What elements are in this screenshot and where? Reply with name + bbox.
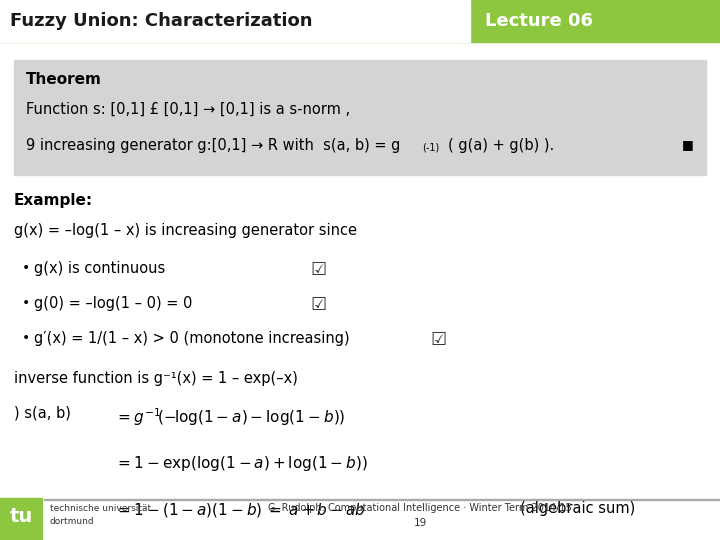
Text: Theorem: Theorem — [26, 72, 102, 87]
Text: g′(x) = 1/(1 – x) > 0 (monotone increasing): g′(x) = 1/(1 – x) > 0 (monotone increasi… — [34, 331, 350, 346]
Text: ☑: ☑ — [310, 261, 326, 279]
Text: ☑: ☑ — [310, 296, 326, 314]
Bar — [0, 0, 470, 42]
Text: technische universität
dortmund: technische universität dortmund — [50, 504, 151, 525]
Text: Function s: [0,1] £ [0,1] → [0,1] is a s-norm ,: Function s: [0,1] £ [0,1] → [0,1] is a s… — [26, 102, 350, 117]
Text: $= 1 - \exp\!\left(\log(1-a) + \log(1-b)\right)$: $= 1 - \exp\!\left(\log(1-a) + \log(1-b)… — [115, 454, 368, 473]
Text: inverse function is g⁻¹(x) = 1 – exp(–x): inverse function is g⁻¹(x) = 1 – exp(–x) — [14, 371, 298, 386]
Bar — [14, 60, 706, 175]
Bar — [0, 0, 720, 42]
Text: $= g^{-1}\!\left(-\!\log(1-a) - \log(1-b)\right)$: $= g^{-1}\!\left(-\!\log(1-a) - \log(1-b… — [115, 406, 346, 428]
Bar — [44, 499, 720, 500]
Text: (algebraic sum): (algebraic sum) — [520, 501, 635, 516]
Text: Example:: Example: — [14, 193, 93, 208]
Text: g(x) = –log(1 – x) is increasing generator since: g(x) = –log(1 – x) is increasing generat… — [14, 223, 357, 238]
Text: Fuzzy Union: Characterization: Fuzzy Union: Characterization — [10, 12, 312, 30]
Text: •: • — [22, 261, 30, 275]
Bar — [0, 498, 42, 540]
Text: •: • — [22, 331, 30, 345]
Text: ☑: ☑ — [430, 331, 446, 349]
Text: Lecture 06: Lecture 06 — [485, 12, 593, 30]
Text: tu: tu — [9, 508, 32, 526]
Text: G. Rudolph: Computational Intelligence · Winter Term 2014/15: G. Rudolph: Computational Intelligence ·… — [268, 503, 572, 513]
Text: $= 1 - (1-a)(1-b) \;=\; a + b - ab$: $= 1 - (1-a)(1-b) \;=\; a + b - ab$ — [115, 501, 366, 519]
Text: 19: 19 — [413, 518, 427, 528]
Text: g(0) = –log(1 – 0) = 0: g(0) = –log(1 – 0) = 0 — [34, 296, 192, 311]
Text: •: • — [22, 296, 30, 310]
Text: g(x) is continuous: g(x) is continuous — [34, 261, 166, 276]
Text: ( g(a) + g(b) ).: ( g(a) + g(b) ). — [448, 138, 554, 153]
Text: ) s(a, b): ) s(a, b) — [14, 406, 71, 421]
Text: 9 increasing generator g:[0,1] → R with  s(a, b) = g: 9 increasing generator g:[0,1] → R with … — [26, 138, 400, 153]
Text: ■: ■ — [683, 138, 694, 151]
Text: (-1): (-1) — [422, 143, 439, 153]
